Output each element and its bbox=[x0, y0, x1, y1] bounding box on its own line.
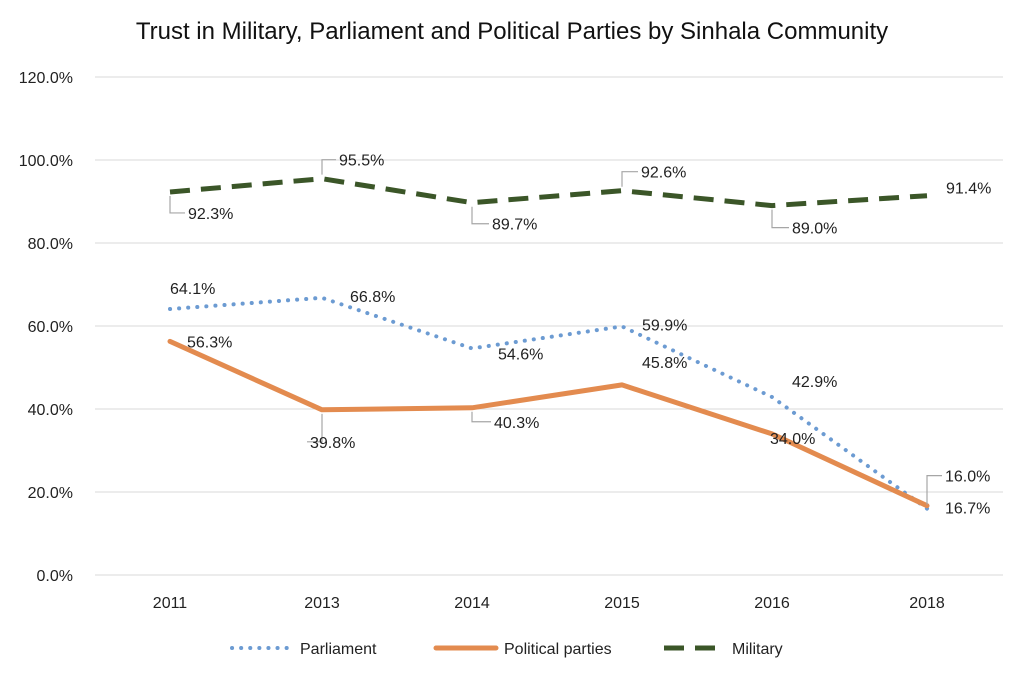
data-label: 91.4% bbox=[946, 181, 991, 198]
data-label: 16.7% bbox=[945, 501, 990, 518]
label-leader-line bbox=[169, 195, 185, 214]
series-line-parliament bbox=[168, 295, 929, 511]
label-leader-line bbox=[926, 475, 942, 505]
legend-label: Political parties bbox=[504, 641, 612, 658]
x-tick-label: 2011 bbox=[153, 595, 188, 612]
x-tick-label: 2015 bbox=[604, 595, 640, 612]
data-label: 92.3% bbox=[188, 206, 233, 223]
data-label: 66.8% bbox=[350, 289, 395, 306]
label-leader-line bbox=[471, 411, 491, 423]
data-label: 39.8% bbox=[310, 435, 355, 452]
label-leader-line bbox=[771, 209, 789, 229]
data-label: 64.1% bbox=[170, 281, 215, 298]
data-labels: 64.1% 66.8% 54.6% 59.9% 42.9% 16.0% 56.3% 39.8%… bbox=[169, 153, 991, 518]
data-label: 95.5% bbox=[339, 153, 384, 170]
y-tick-label: 60.0% bbox=[28, 319, 73, 336]
y-tick-label: 40.0% bbox=[28, 402, 73, 419]
x-tick-label: 2016 bbox=[754, 595, 790, 612]
data-label: 34.0% bbox=[770, 431, 815, 448]
legend-label: Parliament bbox=[300, 641, 377, 658]
label-leader-line bbox=[621, 171, 638, 187]
x-axis-ticks: 2011 2013 2014 2015 2016 2018 bbox=[153, 595, 945, 612]
series-lines bbox=[167, 176, 930, 511]
y-tick-label: 20.0% bbox=[28, 485, 73, 502]
gridlines bbox=[95, 76, 1003, 576]
x-tick-label: 2018 bbox=[909, 595, 945, 612]
series-line-military bbox=[169, 176, 928, 209]
data-label: 42.9% bbox=[792, 374, 837, 391]
y-tick-label: 120.0% bbox=[19, 70, 73, 87]
x-tick-label: 2014 bbox=[454, 595, 490, 612]
label-leader-line bbox=[307, 413, 323, 443]
chart-title: Trust in Military, Parliament and Politi… bbox=[135, 18, 889, 45]
label-leader-line bbox=[471, 206, 489, 225]
data-label: 16.0% bbox=[945, 469, 990, 486]
data-label: 92.6% bbox=[641, 165, 686, 182]
data-label: 89.0% bbox=[792, 221, 837, 238]
legend: Parliament Political parties Military bbox=[230, 641, 783, 658]
data-label: 56.3% bbox=[187, 334, 232, 351]
data-label: 45.8% bbox=[642, 355, 687, 372]
data-label: 54.6% bbox=[498, 346, 543, 363]
y-tick-label: 100.0% bbox=[19, 153, 73, 170]
x-tick-label: 2013 bbox=[304, 595, 340, 612]
y-axis-ticks: 0.0% 20.0% 40.0% 60.0% 80.0% 100.0% 120.0% bbox=[19, 70, 73, 585]
y-tick-label: 80.0% bbox=[28, 236, 73, 253]
label-leader-line bbox=[321, 159, 336, 175]
data-label: 40.3% bbox=[494, 415, 539, 432]
series-line-political-parties bbox=[167, 338, 930, 509]
data-label: 89.7% bbox=[492, 217, 537, 234]
y-tick-label: 0.0% bbox=[37, 568, 73, 585]
legend-label: Military bbox=[732, 641, 783, 658]
data-label: 59.9% bbox=[642, 317, 687, 334]
